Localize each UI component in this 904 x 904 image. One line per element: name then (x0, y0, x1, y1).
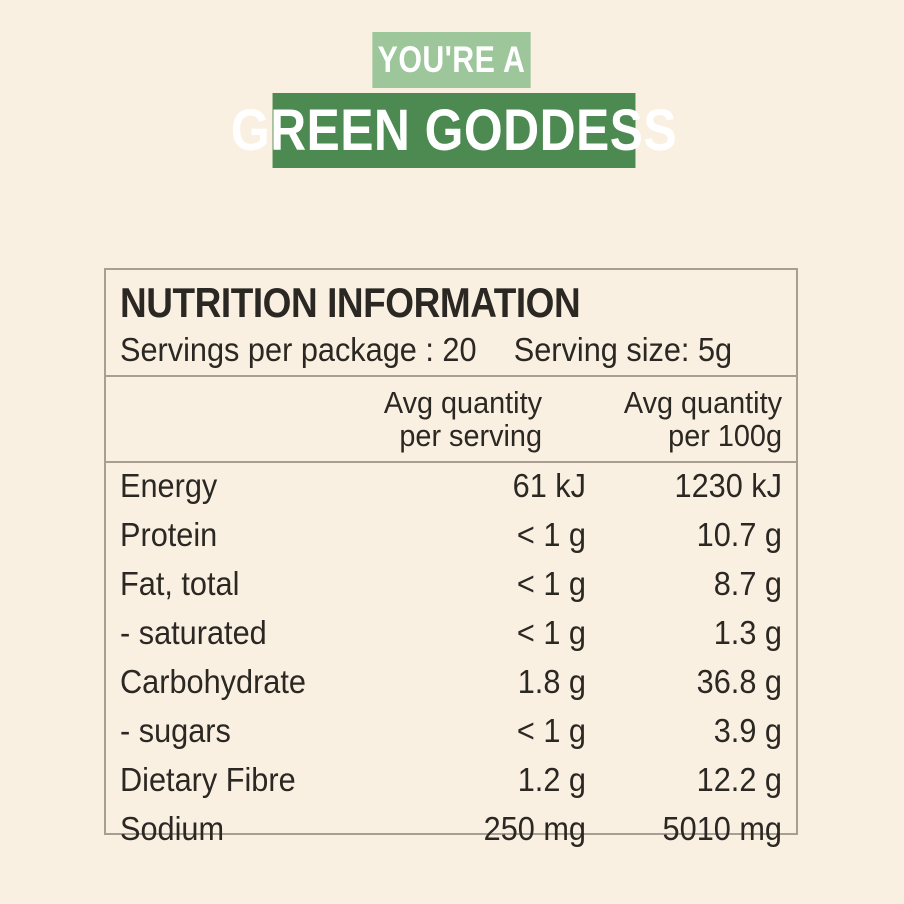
serving-size-label: Serving size: 5g (513, 331, 733, 368)
nutrition-panel-title: NUTRITION INFORMATION (120, 279, 581, 326)
nutrient-label: Energy (120, 466, 218, 504)
table-row: Dietary Fibre 1.2 g 12.2 g (120, 763, 782, 812)
column-header-per-100g-line2: per 100g (668, 417, 782, 453)
nutrition-rows-container: Energy 61 kJ 1230 kJ Protein < 1 g 10.7 g Fat,… (106, 463, 796, 861)
hero-banner-group: YOU'RE A GREEN GODDESS (0, 0, 904, 200)
nutrient-value-per-serving: < 1 g (516, 515, 586, 553)
column-headers: Avg quantity per serving Avg quantity pe… (106, 377, 796, 461)
table-row: Carbohydrate 1.8 g 36.8 g (120, 665, 782, 714)
servings-summary-row: Servings per package : 20 Serving size: … (120, 324, 736, 375)
nutrient-value-per-100g: 1230 kJ (674, 466, 782, 504)
divider-below-column-headers (106, 460, 796, 463)
hero-banner-line2-text: GREEN GODDESS (230, 98, 678, 163)
nutrient-label: - sugars (120, 711, 231, 749)
divider-below-servings (106, 375, 796, 377)
nutrient-value-per-serving: 250 mg (483, 809, 586, 847)
nutrient-value-per-100g: 5010 mg (662, 809, 782, 847)
hero-banner-line1: YOU'RE A (372, 32, 531, 88)
column-header-per-serving: Avg quantity per serving (328, 385, 542, 453)
nutrient-value-per-serving: 1.8 g (517, 662, 586, 700)
nutrient-value-per-100g: 36.8 g (696, 662, 782, 700)
table-row: Protein < 1 g 10.7 g (120, 518, 782, 567)
nutrient-value-per-100g: 10.7 g (696, 515, 782, 553)
column-header-row: Avg quantity per serving Avg quantity pe… (120, 377, 782, 461)
nutrient-label: Fat, total (120, 564, 240, 602)
column-header-per-100g-line1: Avg quantity (623, 385, 782, 420)
nutrient-value-per-serving: 1.2 g (517, 760, 586, 798)
nutrition-panel-header: NUTRITION INFORMATION Servings per packa… (106, 270, 796, 375)
hero-banner-line2: GREEN GODDESS (231, 93, 677, 168)
nutrient-label: - saturated (120, 613, 267, 651)
nutrient-value-per-serving: 61 kJ (512, 466, 586, 504)
nutrient-value-per-serving: < 1 g (516, 711, 586, 749)
nutrient-value-per-serving: < 1 g (516, 613, 586, 651)
nutrient-label: Protein (120, 515, 218, 553)
nutrient-value-per-100g: 1.3 g (713, 613, 782, 651)
table-row: Energy 61 kJ 1230 kJ (120, 469, 782, 518)
nutrient-label: Sodium (120, 809, 225, 847)
nutrient-label: Dietary Fibre (120, 760, 296, 798)
nutrient-value-per-serving: < 1 g (516, 564, 586, 602)
column-header-per-100g: Avg quantity per 100g (570, 385, 782, 453)
table-row: - saturated < 1 g 1.3 g (120, 616, 782, 665)
nutrition-information-panel: NUTRITION INFORMATION Servings per packa… (104, 268, 798, 845)
nutrient-value-per-100g: 3.9 g (713, 711, 782, 749)
table-row: Fat, total < 1 g 8.7 g (120, 567, 782, 616)
nutrition-rows: Energy 61 kJ 1230 kJ Protein < 1 g 10.7 g Fat,… (120, 463, 782, 861)
column-header-per-serving-line2: per serving (399, 417, 542, 453)
hero-banner-line1-text: YOU'RE A (377, 39, 526, 80)
column-header-per-serving-line1: Avg quantity (383, 385, 542, 420)
servings-per-package-label: Servings per package : 20 (120, 331, 477, 368)
nutrient-label: Carbohydrate (120, 662, 306, 700)
nutrient-value-per-100g: 12.2 g (696, 760, 782, 798)
table-row: - sugars < 1 g 3.9 g (120, 714, 782, 763)
table-row: Sodium 250 mg 5010 mg (120, 812, 782, 861)
nutrient-value-per-100g: 8.7 g (713, 564, 782, 602)
